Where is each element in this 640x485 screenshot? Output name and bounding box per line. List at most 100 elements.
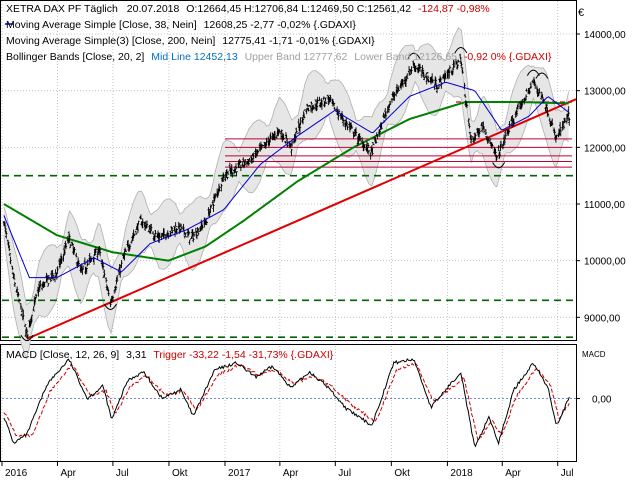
- ohlc-bar: [384, 111, 388, 120]
- ohlc-bar: [423, 76, 426, 81]
- ohlc-bar: [378, 129, 381, 138]
- peak-arc-marker: [526, 69, 540, 76]
- price-y-axis: 9000,00 10000,00 11000,00 12000,00 13000,00 1…: [576, 30, 626, 324]
- ohlc-bar: [17, 298, 21, 303]
- ohlc-bar: [374, 137, 377, 144]
- ohlc-bar: [337, 113, 340, 121]
- ohlc-bar: [322, 96, 325, 101]
- x-tick-label: Jul: [116, 468, 129, 479]
- y-tick-label: 13000,00: [584, 87, 626, 98]
- ohlc-bar: [68, 235, 71, 243]
- bollinger-change-text: -0,92 0% {.GDAXI}: [464, 51, 552, 63]
- ohlc-bar: [421, 65, 424, 72]
- ohlc-bar: [214, 193, 217, 199]
- ohlc-bar: [363, 144, 366, 148]
- sma38-path: [3, 81, 569, 279]
- ohlc-bar: [49, 278, 52, 283]
- ohlc-bar: [329, 94, 332, 102]
- ohlc-bar: [119, 269, 122, 278]
- macd-grid: [1, 346, 576, 461]
- ohlc-bar: [153, 233, 157, 241]
- ohlc-bar: [346, 125, 349, 131]
- sma38-line: [3, 81, 569, 279]
- ohlc-bar: [43, 281, 46, 286]
- ohlc-bar: [286, 144, 289, 148]
- ohlc-bar: [58, 264, 62, 269]
- ohlc-bar: [359, 137, 362, 142]
- ohlc-bar: [374, 140, 378, 144]
- ohlc-bar: [3, 223, 7, 229]
- ohlc-bar: [397, 87, 400, 91]
- ohlc-bar: [34, 293, 38, 298]
- ohlc-bar: [107, 289, 110, 297]
- macd-y-axis: 0,00: [576, 395, 612, 406]
- ohlc-bar: [113, 289, 116, 294]
- ohlc-bar: [11, 265, 14, 270]
- ohlc-bar: [516, 102, 520, 108]
- ohlc-bar: [192, 237, 195, 243]
- ohlc-bar: [20, 313, 23, 316]
- ohlc-bar: [133, 233, 136, 236]
- ohlc-bar: [422, 71, 425, 78]
- ohlc-bar: [75, 252, 78, 258]
- ohlc-bar: [182, 223, 185, 232]
- ohlc-bar: [481, 121, 484, 126]
- header-symbol: XETRA DAX PF Täglich: [6, 3, 118, 15]
- ohlc-bar: [25, 329, 29, 337]
- ohlc-bar: [209, 204, 213, 208]
- ohlc-bar: [282, 133, 285, 141]
- ohlc-bar: [406, 73, 409, 79]
- ohlc-bar: [469, 134, 472, 141]
- ohlc-bar: [484, 128, 488, 135]
- bollinger-lower-text: Lower Band 12126,65: [354, 51, 457, 63]
- ohlc-bar: [459, 53, 462, 59]
- ohlc-bar: [30, 314, 34, 323]
- ohlc-bar: [538, 88, 541, 94]
- ohlc-bar: [280, 129, 283, 133]
- x-tick-label: Okt: [172, 468, 188, 479]
- ohlc-bar: [414, 65, 417, 72]
- ohlc-bar: [23, 324, 27, 328]
- bollinger-upper-text: Upper Band 12777,62: [245, 51, 348, 63]
- bollinger-upper: [3, 27, 570, 306]
- ohlc-bar: [460, 66, 464, 71]
- peak-arc-marker: [454, 47, 468, 54]
- macd-trigger-text: Trigger -33,22 -1,54 -31,73% {.GDAXI}: [153, 349, 333, 361]
- ohlc-bar: [388, 100, 392, 106]
- ohlc-bar: [218, 187, 221, 192]
- ohlc-bar: [495, 155, 498, 161]
- ohlc-bar: [170, 226, 174, 232]
- ohlc-bar: [320, 98, 323, 107]
- ohlc-bar: [376, 134, 379, 140]
- bollinger-mid-text: Mid Line 12452,13: [151, 51, 238, 63]
- ohlc-bar: [114, 285, 118, 291]
- ohlc-bar: [192, 231, 196, 238]
- ohlc-bar: [316, 96, 319, 104]
- ohlc-bar: [318, 96, 321, 101]
- ohlc-bar: [285, 134, 288, 139]
- ohlc-bar: [525, 88, 528, 92]
- ohlc-bar: [418, 63, 422, 72]
- ohlc-bar: [60, 256, 63, 264]
- ohlc-bar: [451, 67, 455, 75]
- ohlc-bar: [264, 143, 268, 149]
- ohlc-bar: [64, 243, 68, 250]
- ohlc-bar: [474, 133, 477, 141]
- ohlc-bar: [173, 226, 176, 232]
- ohlc-bar: [265, 137, 268, 146]
- svg-text:XETRA DAX PF Täglich 20.: XETRA DAX PF Täglich 20.07.2018 O:12664,…: [6, 3, 490, 15]
- ohlc-bar: [567, 106, 570, 117]
- ohlc-bar: [5, 230, 8, 239]
- ohlc-bar: [134, 231, 138, 235]
- ohlc-bar: [71, 242, 74, 246]
- ohlc-bar: [498, 151, 502, 158]
- ohlc-bar: [324, 101, 328, 104]
- ohlc-bar: [310, 101, 313, 105]
- header-change: -124,87 -0,98%: [418, 3, 490, 15]
- ohlc-bar: [278, 129, 281, 134]
- ohlc-bar: [47, 283, 50, 287]
- x-tick-label: Apr: [505, 468, 521, 479]
- ohlc-bar: [350, 124, 353, 130]
